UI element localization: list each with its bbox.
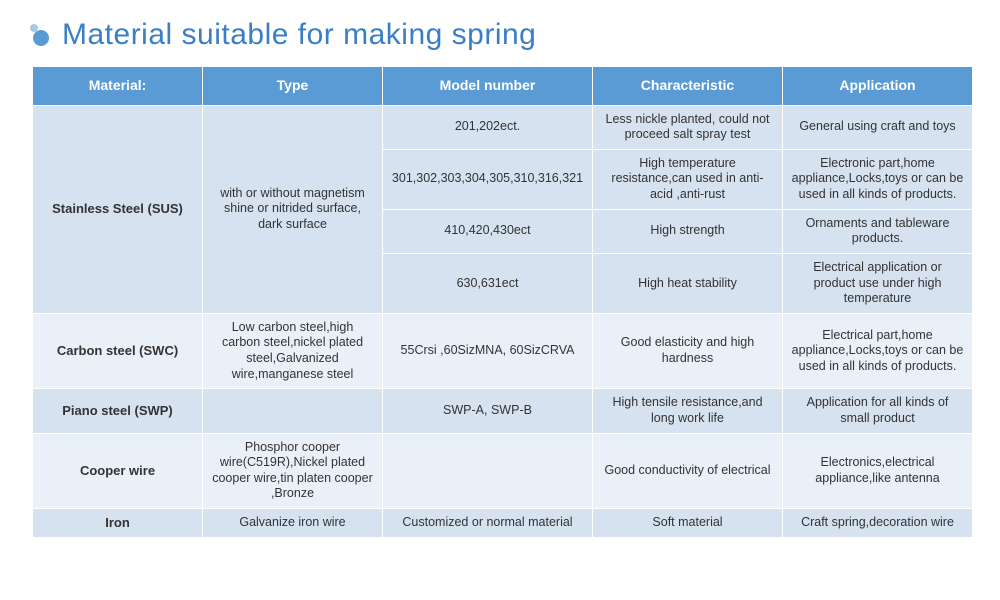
characteristic-cell: Soft material bbox=[593, 509, 783, 538]
type-cell: with or without magnetism shine or nitri… bbox=[203, 105, 383, 313]
model-cell: Customized or normal material bbox=[383, 509, 593, 538]
table-row: Piano steel (SWP) SWP-A, SWP-BHigh tensil… bbox=[33, 389, 973, 433]
model-cell: 630,631ect bbox=[383, 253, 593, 313]
characteristic-cell: High strength bbox=[593, 209, 783, 253]
application-cell: Ornaments and tableware products. bbox=[783, 209, 973, 253]
material-cell: Carbon steel (SWC) bbox=[33, 313, 203, 389]
col-header-1: Type bbox=[203, 67, 383, 106]
application-cell: Craft spring,decoration wire bbox=[783, 509, 973, 538]
characteristic-cell: Good elasticity and high hardness bbox=[593, 313, 783, 389]
col-header-0: Material: bbox=[33, 67, 203, 106]
application-cell: Application for all kinds of small produ… bbox=[783, 389, 973, 433]
model-cell: 301,302,303,304,305,310,316,321 bbox=[383, 149, 593, 209]
materials-table: Material:TypeModel numberCharacteristicA… bbox=[32, 66, 973, 538]
model-cell: 201,202ect. bbox=[383, 105, 593, 149]
model-cell: SWP-A, SWP-B bbox=[383, 389, 593, 433]
col-header-4: Application bbox=[783, 67, 973, 106]
material-cell: Piano steel (SWP) bbox=[33, 389, 203, 433]
type-cell: Galvanize iron wire bbox=[203, 509, 383, 538]
characteristic-cell: High temperature resistance,can used in … bbox=[593, 149, 783, 209]
material-cell: Iron bbox=[33, 509, 203, 538]
type-cell: Low carbon steel,high carbon steel,nicke… bbox=[203, 313, 383, 389]
table-row: Cooper wirePhosphor cooper wire(C519R),N… bbox=[33, 433, 973, 509]
table-row: Carbon steel (SWC)Low carbon steel,high … bbox=[33, 313, 973, 389]
application-cell: Electronic part,home appliance,Locks,toy… bbox=[783, 149, 973, 209]
type-cell: Phosphor cooper wire(C519R),Nickel plate… bbox=[203, 433, 383, 509]
characteristic-cell: Less nickle planted, could not proceed s… bbox=[593, 105, 783, 149]
application-cell: Electrical part,home appliance,Locks,toy… bbox=[783, 313, 973, 389]
col-header-3: Characteristic bbox=[593, 67, 783, 106]
table-header: Material:TypeModel numberCharacteristicA… bbox=[33, 67, 973, 106]
title-row: Material suitable for making spring bbox=[30, 18, 976, 52]
table-row: IronGalvanize iron wireCustomized or nor… bbox=[33, 509, 973, 538]
characteristic-cell: Good conductivity of electrical bbox=[593, 433, 783, 509]
table-row: Stainless Steel (SUS)with or without mag… bbox=[33, 105, 973, 149]
application-cell: General using craft and toys bbox=[783, 105, 973, 149]
col-header-2: Model number bbox=[383, 67, 593, 106]
bullet-icon bbox=[30, 24, 52, 46]
characteristic-cell: High heat stability bbox=[593, 253, 783, 313]
model-cell: 410,420,430ect bbox=[383, 209, 593, 253]
page-title: Material suitable for making spring bbox=[62, 18, 536, 52]
application-cell: Electrical application or product use un… bbox=[783, 253, 973, 313]
type-cell bbox=[203, 389, 383, 433]
table-body: Stainless Steel (SUS)with or without mag… bbox=[33, 105, 973, 538]
model-cell: 55Crsi ,60SizMNA, 60SizCRVA bbox=[383, 313, 593, 389]
model-cell bbox=[383, 433, 593, 509]
material-cell: Cooper wire bbox=[33, 433, 203, 509]
characteristic-cell: High tensile resistance,and long work li… bbox=[593, 389, 783, 433]
material-cell: Stainless Steel (SUS) bbox=[33, 105, 203, 313]
application-cell: Electronics,electrical appliance,like an… bbox=[783, 433, 973, 509]
